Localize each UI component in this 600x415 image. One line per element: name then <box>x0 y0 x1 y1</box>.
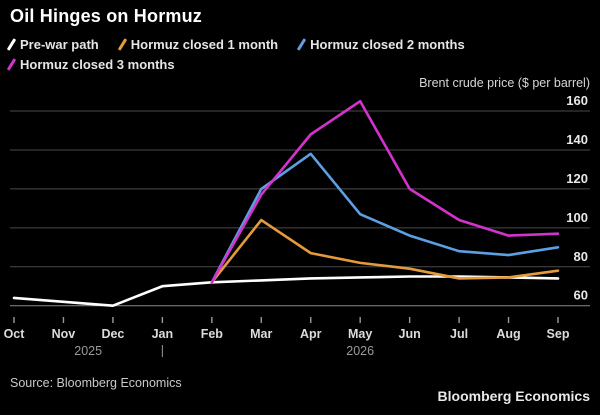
year-label-2026: 2026 <box>346 344 374 358</box>
legend-label-pre-war-path: Pre-war path <box>20 36 99 52</box>
y-tick-label-60: 60 <box>574 288 588 303</box>
y-tick-label-80: 80 <box>574 249 588 264</box>
x-label-dec: Dec <box>101 327 124 341</box>
x-label-jul: Jul <box>450 327 468 341</box>
chart-title: Oil Hinges on Hormuz <box>10 6 203 26</box>
legend-item-closed-1-month: Hormuz closed 1 month <box>117 36 279 52</box>
legend: Pre-war path Hormuz closed 1 month Hormu… <box>6 34 570 74</box>
x-label-nov: Nov <box>52 327 76 341</box>
x-label-mar: Mar <box>250 327 272 341</box>
y-tick-label-140: 140 <box>566 132 588 147</box>
x-label-sep: Sep <box>547 327 570 341</box>
series-line-1 <box>210 218 560 284</box>
year-label-2025: 2025 <box>74 344 102 358</box>
bloomberg-branding: Bloomberg Economics <box>437 388 590 404</box>
series-line-0 <box>12 275 560 308</box>
y-axis-title: Brent crude price ($ per barrel) <box>419 76 590 90</box>
x-label-jan: Jan <box>152 327 174 341</box>
legend-row-2: Hormuz closed 3 months <box>6 54 570 74</box>
x-label-oct: Oct <box>4 327 26 341</box>
legend-label-closed-2-months: Hormuz closed 2 months <box>310 36 465 52</box>
legend-item-closed-2-months: Hormuz closed 2 months <box>296 36 465 52</box>
series-line-3 <box>210 99 560 284</box>
legend-item-pre-war-path: Pre-war path <box>6 36 99 52</box>
legend-row-1: Pre-war path Hormuz closed 1 month Hormu… <box>6 34 570 54</box>
x-label-may: May <box>348 327 372 341</box>
y-tick-label-120: 120 <box>566 171 588 186</box>
x-label-jun: Jun <box>399 327 421 341</box>
y-tick-label-160: 160 <box>566 93 588 108</box>
x-label-feb: Feb <box>201 327 224 341</box>
source-note: Source: Bloomberg Economics <box>10 376 182 390</box>
legend-label-closed-3-months: Hormuz closed 3 months <box>20 56 175 72</box>
legend-label-closed-1-month: Hormuz closed 1 month <box>130 36 279 52</box>
legend-item-closed-3-months: Hormuz closed 3 months <box>6 56 175 72</box>
x-label-apr: Apr <box>300 327 322 341</box>
x-label-aug: Aug <box>496 327 520 341</box>
series-line-2 <box>210 152 560 284</box>
y-tick-label-100: 100 <box>566 210 588 225</box>
